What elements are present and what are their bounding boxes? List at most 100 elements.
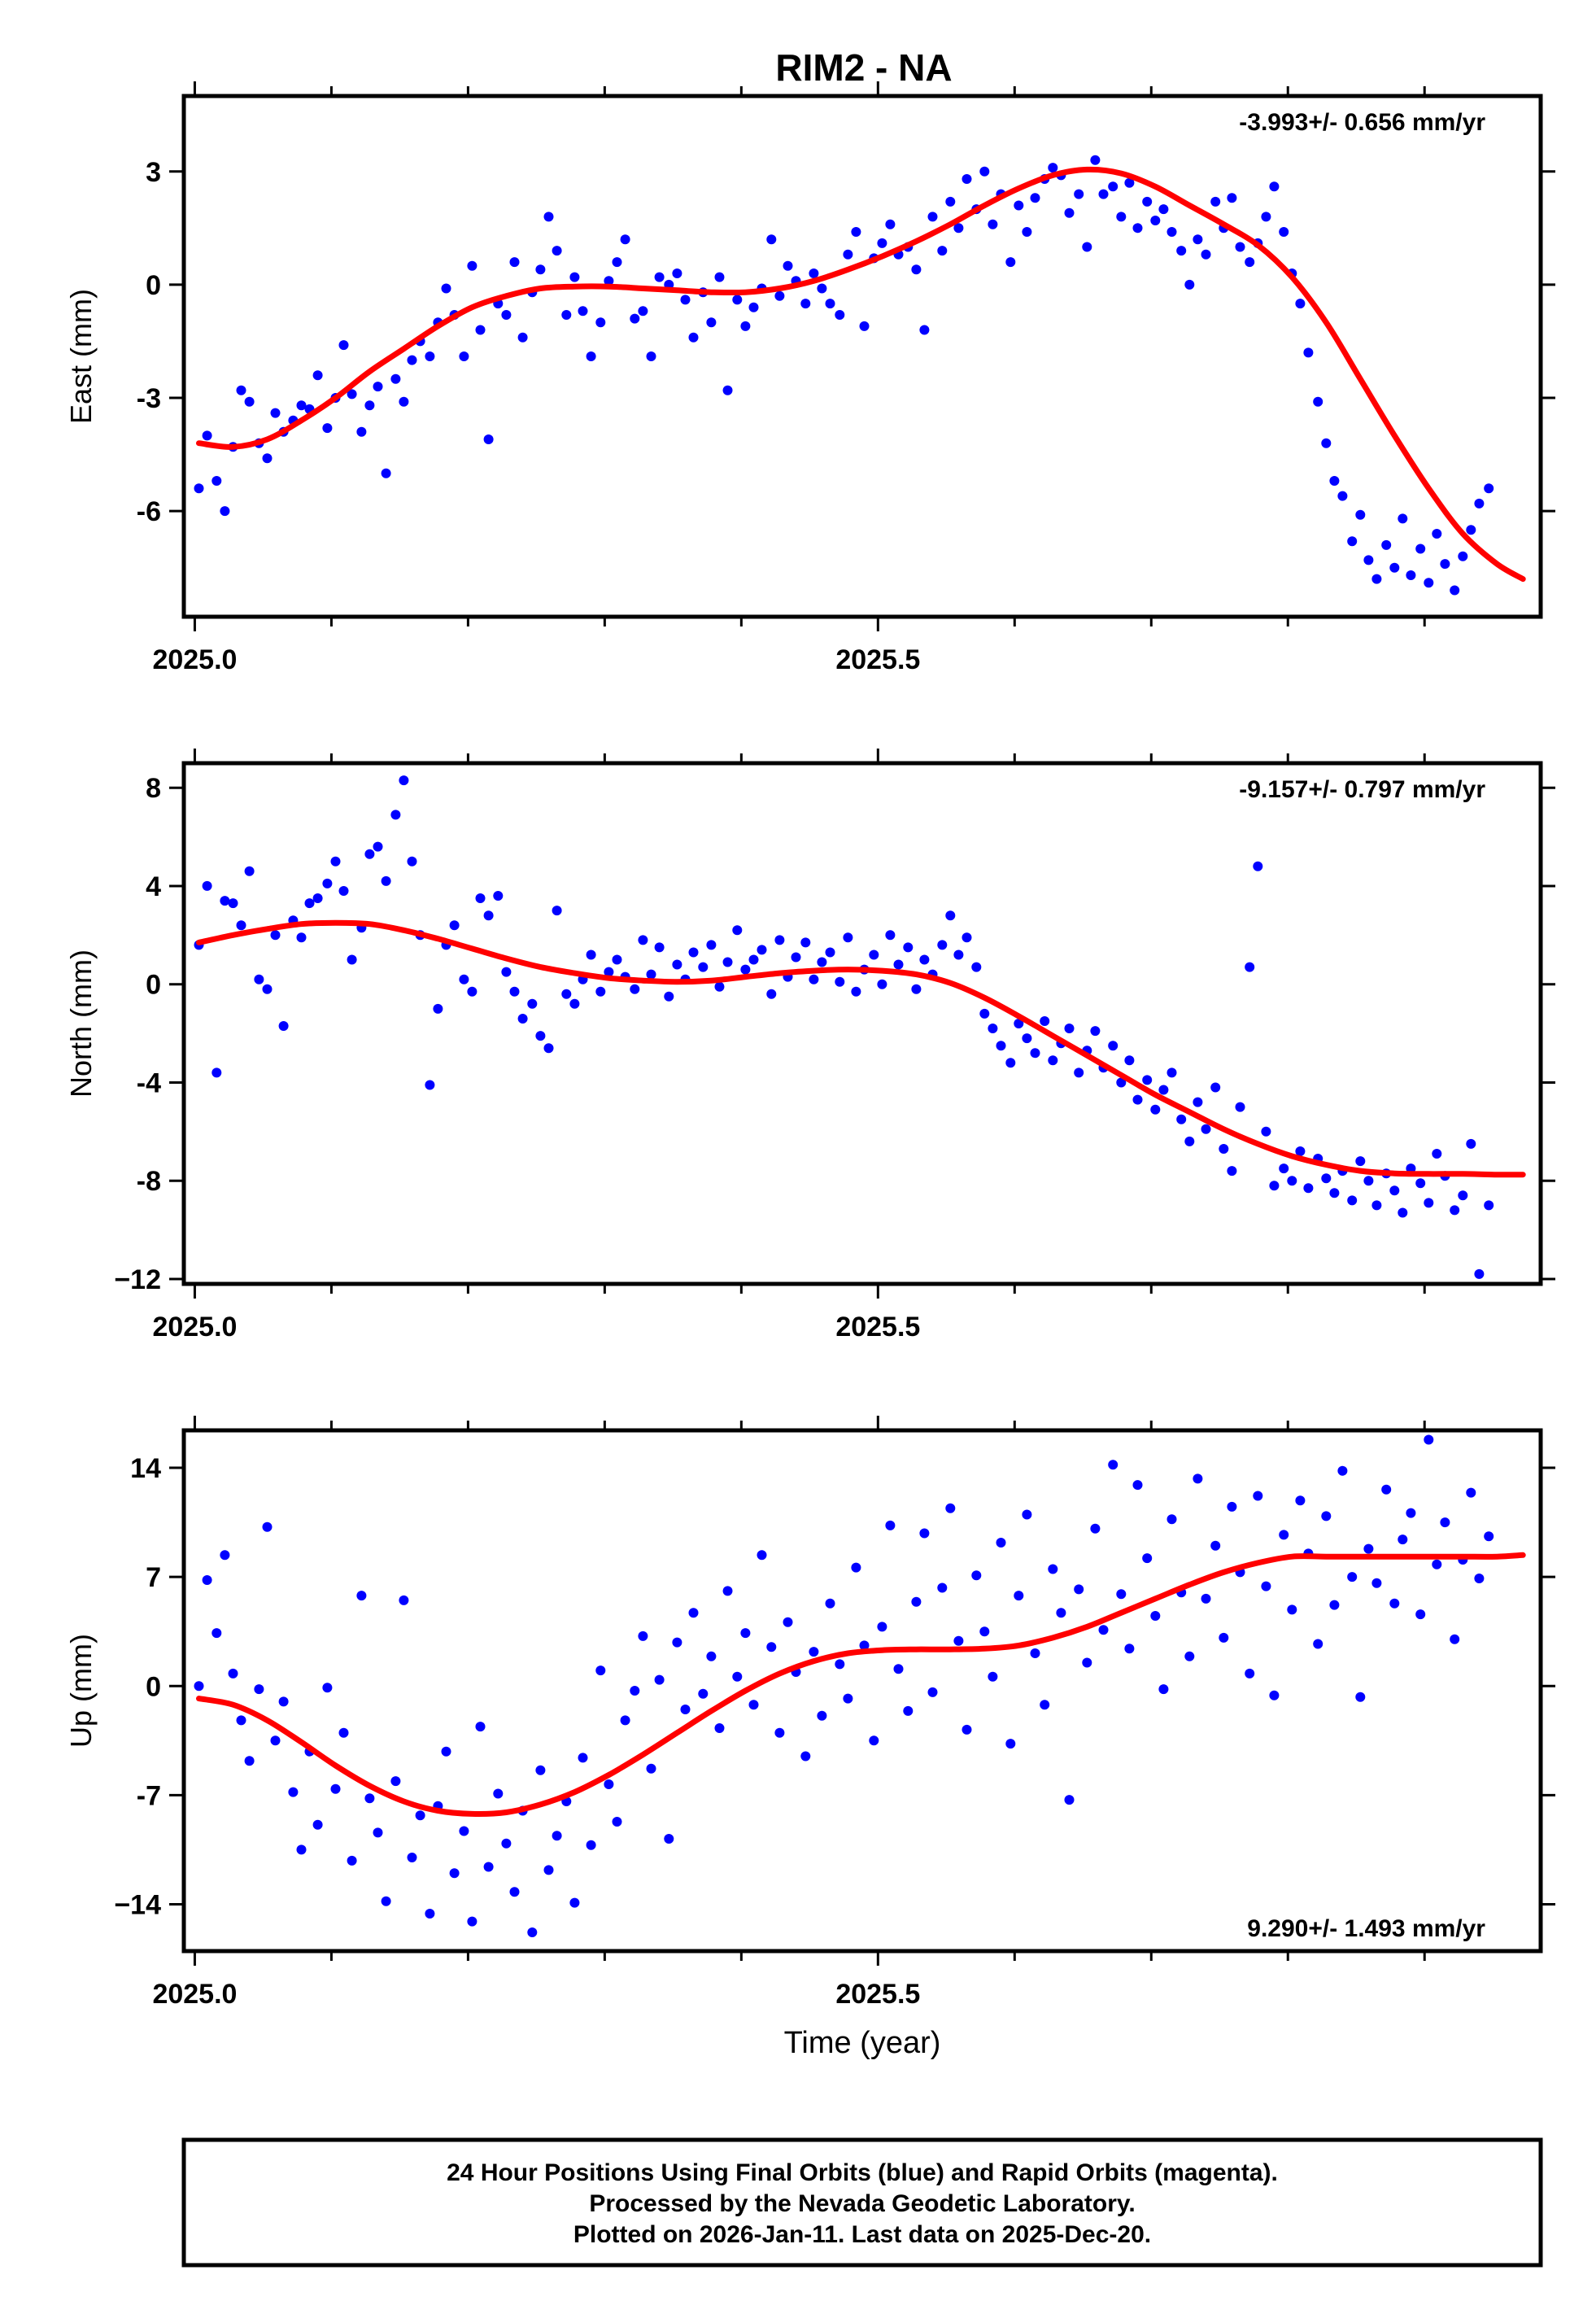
north-data-point	[851, 986, 861, 997]
east-data-point	[654, 272, 665, 282]
up-data-point	[1432, 1559, 1442, 1569]
east-data-point	[1355, 509, 1366, 520]
north-data-point	[688, 947, 699, 958]
up-data-point	[979, 1626, 990, 1637]
north-data-point	[1347, 1195, 1358, 1206]
up-data-point	[835, 1659, 845, 1670]
up-data-point	[449, 1868, 460, 1879]
up-data-point	[236, 1715, 246, 1726]
east-data-point	[1415, 544, 1426, 554]
east-data-point	[1269, 181, 1280, 192]
up-frame	[181, 1428, 1543, 1954]
up-data-point	[766, 1642, 777, 1652]
north-data-point	[893, 959, 904, 970]
east-data-point	[800, 299, 811, 309]
up-data-point	[202, 1575, 212, 1585]
east-data-point	[1150, 216, 1161, 225]
north-data-point	[1142, 1075, 1153, 1085]
up-data-point	[1279, 1530, 1289, 1540]
east-y-tick-label: 0	[146, 270, 161, 301]
north-data-point	[220, 896, 230, 906]
up-data-point	[288, 1787, 299, 1797]
up-data-point	[630, 1686, 640, 1696]
north-data-point	[979, 1008, 990, 1019]
north-data-point	[254, 974, 264, 984]
east-data-point	[962, 174, 972, 184]
north-data-point	[646, 969, 656, 980]
up-data-point	[1269, 1690, 1280, 1700]
north-data-point	[748, 954, 759, 965]
north-data-point	[971, 962, 982, 972]
east-data-point	[364, 400, 375, 411]
north-data-point	[911, 984, 922, 994]
east-data-point	[1132, 223, 1143, 234]
east-data-point	[322, 423, 333, 434]
north-data-point	[817, 957, 827, 967]
up-data-point	[467, 1916, 477, 1927]
north-data-point	[1022, 1033, 1032, 1044]
north-data-point	[399, 775, 409, 786]
up-data-point	[783, 1617, 793, 1627]
up-data-point	[1245, 1668, 1255, 1679]
east-data-point	[740, 321, 751, 331]
east-data-point	[262, 453, 273, 464]
north-data-point	[664, 991, 674, 1002]
north-data-point	[330, 856, 341, 867]
east-data-point	[1201, 249, 1211, 260]
up-data-point	[535, 1765, 546, 1775]
up-data-point	[996, 1538, 1006, 1548]
east-data-point	[1048, 163, 1058, 173]
east-data-point	[817, 283, 827, 294]
up-x-tick-label: 2025.0	[152, 1979, 237, 2010]
north-data-point	[322, 878, 333, 888]
north-data-point	[1124, 1055, 1135, 1066]
east-data-point	[211, 476, 222, 486]
north-data-point	[766, 989, 777, 999]
north-data-point	[270, 930, 281, 941]
up-data-point	[971, 1570, 982, 1581]
north-data-point	[1184, 1136, 1195, 1146]
east-y-tick-label: -6	[137, 496, 161, 527]
north-data-point	[835, 976, 845, 987]
north-data-point	[654, 942, 665, 953]
up-data-point	[399, 1595, 409, 1605]
east-x-tick-label: 2025.5	[835, 644, 920, 675]
up-data-point	[893, 1664, 904, 1674]
north-data-point	[1235, 1102, 1245, 1112]
north-data-point	[630, 984, 640, 994]
up-data-point	[927, 1687, 938, 1697]
north-data-point	[347, 954, 357, 965]
east-y-axis-label: East (mm)	[64, 289, 98, 424]
north-data-point	[262, 984, 273, 994]
north-data-point	[1458, 1190, 1468, 1201]
up-data-point	[459, 1826, 469, 1836]
north-data-point	[1450, 1205, 1460, 1216]
east-data-point	[688, 332, 699, 343]
north-data-point	[698, 962, 709, 972]
north-data-point	[1116, 1077, 1127, 1088]
north-data-point	[425, 1080, 435, 1090]
east-data-point	[988, 219, 998, 229]
up-data-point	[1166, 1514, 1177, 1525]
north-data-point	[1371, 1200, 1382, 1211]
up-data-point	[415, 1810, 425, 1821]
east-data-point	[1303, 347, 1314, 358]
up-data-point	[1056, 1608, 1066, 1618]
up-data-point	[509, 1887, 520, 1897]
up-data-point	[604, 1779, 614, 1789]
east-data-point	[552, 246, 562, 256]
north-data-point	[1064, 1024, 1075, 1033]
north-data-point	[517, 1014, 528, 1024]
east-data-point	[236, 385, 246, 395]
east-data-point	[1484, 483, 1494, 494]
east-data-point	[338, 340, 349, 351]
up-data-point	[254, 1684, 264, 1695]
east-data-point	[1074, 189, 1084, 199]
up-y-tick-label: -7	[137, 1780, 161, 1811]
up-data-point	[407, 1853, 417, 1862]
up-data-point	[569, 1897, 580, 1908]
up-data-point	[1048, 1564, 1058, 1574]
east-data-point	[1458, 551, 1468, 561]
north-data-point	[1132, 1094, 1143, 1105]
north-data-point	[1389, 1185, 1400, 1196]
